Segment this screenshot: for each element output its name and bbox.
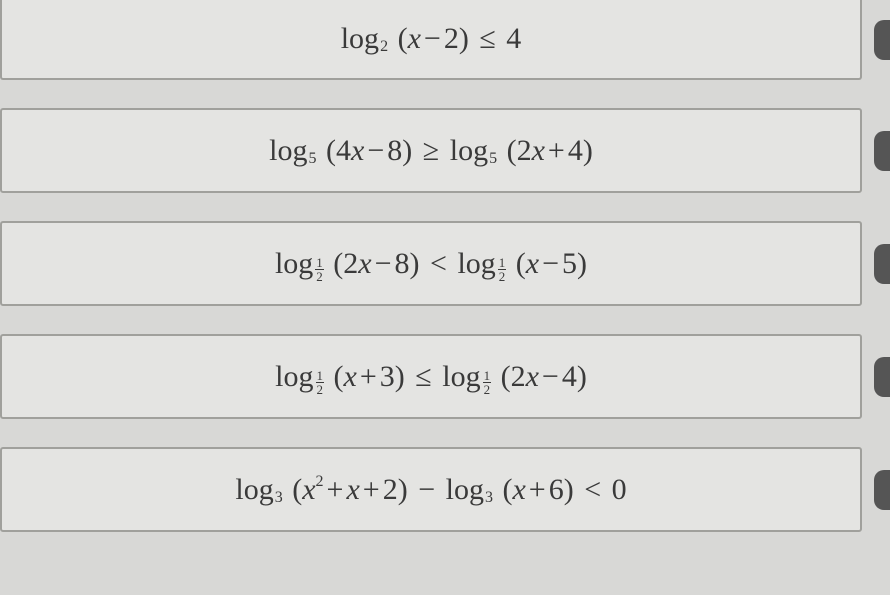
problem-row-4: log12 (x+3) ≤ log12 (2x−4): [0, 334, 890, 419]
drag-handle-icon[interactable]: [874, 470, 890, 510]
equation-2: log5 (4x−8) ≥ log5 (2x+4): [269, 134, 593, 168]
problem-row-5: log3 (x2+x+2) − log3 (x+6) < 0: [0, 447, 890, 532]
drag-handle-icon[interactable]: [874, 131, 890, 171]
equation-5: log3 (x2+x+2) − log3 (x+6) < 0: [235, 473, 626, 507]
problem-list: log2 (x−2) ≤ 4 log5 (4x−8) ≥ log5 (2x+4)…: [0, 0, 890, 595]
equation-1: log2 (x−2) ≤ 4: [341, 22, 522, 56]
problem-cell-5[interactable]: log3 (x2+x+2) − log3 (x+6) < 0: [0, 447, 862, 532]
problem-cell-4[interactable]: log12 (x+3) ≤ log12 (2x−4): [0, 334, 862, 419]
equation-4: log12 (x+3) ≤ log12 (2x−4): [275, 360, 587, 394]
drag-handle-icon[interactable]: [874, 20, 890, 60]
drag-handle-icon[interactable]: [874, 357, 890, 397]
problem-cell-3[interactable]: log12 (2x−8) < log12 (x−5): [0, 221, 862, 306]
equation-3: log12 (2x−8) < log12 (x−5): [275, 247, 587, 281]
problem-row-1: log2 (x−2) ≤ 4: [0, 0, 890, 80]
problem-cell-2[interactable]: log5 (4x−8) ≥ log5 (2x+4): [0, 108, 862, 193]
problem-row-2: log5 (4x−8) ≥ log5 (2x+4): [0, 108, 890, 193]
problem-cell-1[interactable]: log2 (x−2) ≤ 4: [0, 0, 862, 80]
drag-handle-icon[interactable]: [874, 244, 890, 284]
problem-row-3: log12 (2x−8) < log12 (x−5): [0, 221, 890, 306]
